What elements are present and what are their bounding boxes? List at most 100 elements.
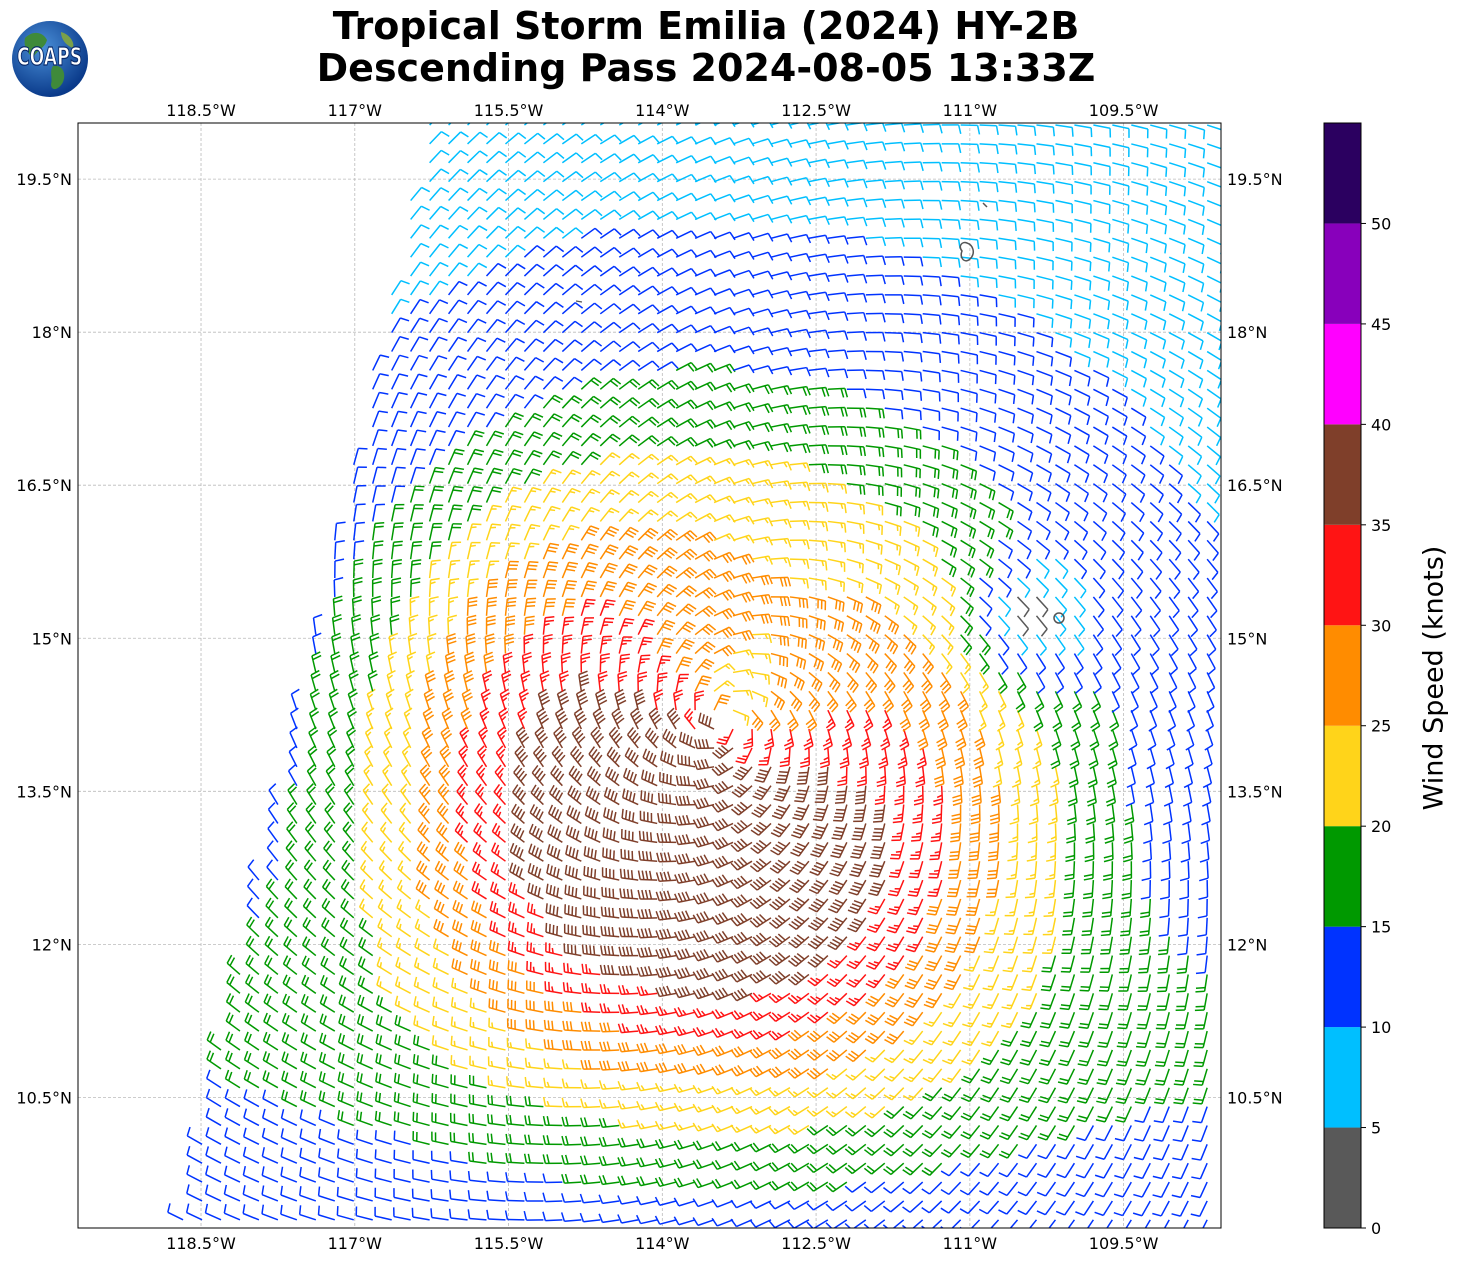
wind-barb	[562, 1039, 582, 1051]
wind-barb	[789, 520, 810, 530]
wind-barb	[656, 248, 679, 258]
wind-barb	[749, 1029, 772, 1040]
island-socorro	[959, 241, 975, 262]
wind-barb	[479, 707, 490, 730]
wind-barb	[1186, 709, 1196, 732]
wind-barb	[1036, 313, 1054, 328]
wind-barb	[1130, 369, 1147, 388]
wind-barb	[692, 911, 715, 924]
wind-barb	[1206, 539, 1219, 561]
wind-barb	[750, 839, 772, 854]
wind-barb	[636, 1119, 658, 1130]
wind-barb	[1197, 917, 1208, 938]
wind-barb	[486, 150, 508, 164]
wind-barb	[827, 464, 848, 475]
wind-barb	[826, 992, 848, 1006]
wind-barb	[318, 1090, 336, 1108]
wind-barb	[1022, 936, 1038, 954]
wind-barb	[827, 311, 849, 321]
wind-barb	[339, 936, 355, 957]
wind-barb	[580, 283, 603, 296]
wind-barb	[865, 141, 887, 151]
wind-barb	[960, 558, 976, 578]
wind-barb	[421, 726, 434, 749]
wind-barb	[505, 1095, 525, 1108]
wind-barb	[768, 952, 791, 966]
wind-barb	[561, 283, 584, 296]
wind-barb	[787, 1067, 810, 1079]
wind-barb	[1152, 1200, 1170, 1217]
wind-barb	[523, 207, 546, 220]
wind-barb	[940, 1200, 962, 1214]
wind-barb	[865, 464, 885, 477]
wind-barb	[1074, 199, 1092, 214]
wind-barb	[1112, 162, 1130, 177]
wind-barb	[732, 458, 755, 468]
wind-barb	[846, 539, 865, 554]
wind-barb	[947, 861, 962, 879]
wind-barb	[542, 505, 561, 522]
wind-barb	[599, 377, 622, 390]
wind-barb	[637, 527, 659, 541]
wind-barb	[1036, 256, 1054, 271]
wind-barb	[637, 490, 659, 504]
wind-barb	[423, 688, 435, 711]
wind-barb	[787, 709, 799, 732]
wind-barb	[447, 523, 462, 541]
wind-barb	[675, 286, 698, 296]
colorbar-tick-label: 35	[1371, 516, 1391, 535]
wind-barb	[1206, 558, 1219, 581]
wind-barb	[1115, 1068, 1133, 1086]
wind-barb	[732, 402, 755, 413]
wind-barb	[903, 199, 924, 210]
wind-barb	[1018, 1106, 1038, 1122]
wind-barb	[770, 652, 789, 668]
wind-barb	[504, 169, 527, 183]
wind-barb	[941, 596, 956, 617]
wind-barb	[395, 956, 412, 976]
wind-barb	[396, 898, 412, 919]
wind-barb	[876, 766, 887, 788]
wind-barb	[863, 1181, 886, 1194]
wind-barb	[1111, 577, 1125, 599]
wind-barb	[711, 1217, 734, 1227]
wind-barb	[1068, 766, 1079, 788]
wind-barb	[922, 237, 943, 248]
wind-barb	[1155, 1012, 1170, 1030]
wind-barb	[206, 1050, 222, 1070]
wind-barb	[1074, 350, 1091, 368]
wind-barb	[941, 653, 953, 675]
wind-barb	[1125, 1219, 1132, 1228]
wind-barb	[950, 823, 962, 843]
wind-barb	[447, 299, 468, 315]
wind-barb	[806, 1200, 829, 1211]
wind-barb	[711, 949, 734, 963]
wind-barb	[1013, 747, 1023, 770]
wind-barb	[1206, 218, 1221, 236]
wind-barb	[770, 309, 793, 319]
wind-barb	[933, 785, 944, 806]
wind-barb	[617, 1156, 639, 1167]
wind-barb	[1202, 1219, 1208, 1228]
wind-barb	[280, 1166, 298, 1183]
wind-barb	[922, 577, 938, 597]
wind-barb	[430, 1189, 449, 1202]
wind-barb	[787, 1200, 810, 1211]
wind-barb	[1206, 653, 1216, 676]
wind-barb	[1041, 955, 1057, 973]
wind-barb	[353, 521, 365, 541]
wind-barb	[451, 919, 468, 938]
wind-barb	[806, 1162, 829, 1174]
wind-barb	[1036, 331, 1054, 348]
wind-barb	[340, 878, 355, 900]
wind-barb	[390, 410, 408, 428]
wind-barb	[504, 337, 525, 353]
wind-barb	[1206, 388, 1221, 408]
wind-barb	[640, 769, 658, 787]
wind-barb	[944, 936, 962, 954]
wind-barb	[466, 355, 487, 371]
wind-barb	[348, 669, 359, 692]
wind-barb	[471, 881, 487, 900]
wind-barb	[1054, 672, 1065, 694]
wind-barb	[578, 670, 590, 692]
